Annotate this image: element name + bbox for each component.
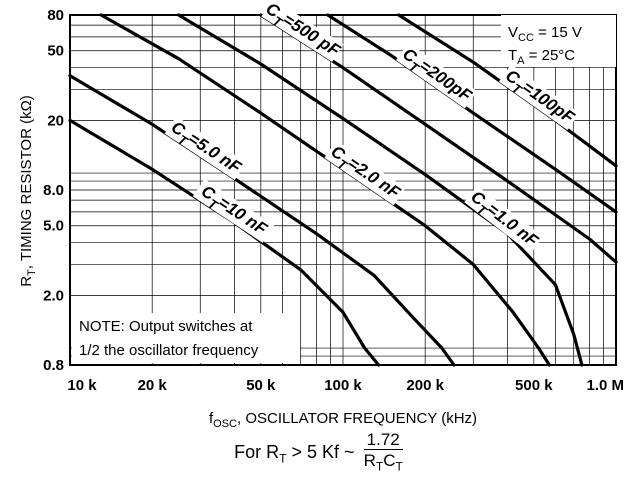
formula-numerator: 1.72 xyxy=(363,430,403,450)
curve-label-6: CT=100pF xyxy=(498,64,580,132)
y-tick-label: 5.0 xyxy=(43,218,64,235)
x-tick-label: 50 k xyxy=(246,377,276,394)
x-tick-label: 500 k xyxy=(515,377,553,394)
series-line-2 xyxy=(99,13,551,367)
series-line-5 xyxy=(326,13,618,214)
condition-ta: TA = 25°C xyxy=(508,47,575,67)
y-tick-label: 0.8 xyxy=(43,357,64,374)
svg-text:CT=100pF: CT=100pF xyxy=(499,66,578,132)
x-tick-label: 1.0 M xyxy=(586,377,624,394)
conditions-box: VCC = 15 V TA = 25°C xyxy=(501,15,616,67)
formula-denominator: RTCT xyxy=(363,451,403,474)
y-tick-labels: 0.8 2.0 5.0 8.0 20 50 80 xyxy=(43,7,64,374)
x-tick-labels: 10 k 20 k 50 k 100 k 200 k 500 k 1.0 M xyxy=(67,377,624,394)
note-box: NOTE: Output switches at 1/2 the oscilla… xyxy=(72,313,300,363)
chart: 10 k 20 k 50 k 100 k 200 k 500 k 1.0 M 0.8 2.0 5… xyxy=(18,0,624,430)
svg-text:CT=5.0 nF: CT=5.0 nF xyxy=(165,117,245,181)
curve-label-2: CT=2.0 nF xyxy=(324,140,406,206)
curve-label-1: CT=5.0 nF xyxy=(164,116,247,181)
y-tick-label: 20 xyxy=(47,112,64,129)
formula-prefix: For RT > 5 Kf ~ xyxy=(234,442,355,467)
plot-frame xyxy=(69,14,617,366)
x-tick-label: 10 k xyxy=(67,377,97,394)
series-line-0 xyxy=(68,118,381,367)
svg-text:CT=10 nF: CT=10 nF xyxy=(195,181,271,243)
curve-label-5: CT=200pF xyxy=(396,42,477,110)
formula-fraction: 1.72 RTCT xyxy=(363,430,403,477)
y-tick-label: 8.0 xyxy=(43,182,64,199)
y-axis-label: RT, TIMING RESISTOR (kΩ) xyxy=(18,95,38,287)
y-tick-label: 50 xyxy=(47,43,64,60)
condition-vcc: VCC = 15 V xyxy=(508,24,582,44)
x-tick-label: 20 k xyxy=(138,377,168,394)
formula: For RT > 5 Kf ~ 1.72 RTCT xyxy=(0,430,637,477)
note-line-2: 1/2 the oscillator frequency xyxy=(79,342,259,359)
x-tick-label: 200 k xyxy=(406,377,444,394)
note-line-1: NOTE: Output switches at xyxy=(79,318,253,335)
x-tick-label: 100 k xyxy=(324,377,362,394)
curve-label-4: CT=500 pF xyxy=(260,0,344,65)
series-line-3 xyxy=(177,13,584,367)
x-axis-label: fOSC, OSCILLATOR FREQUENCY (kHz) xyxy=(209,410,477,430)
y-tick-label: 2.0 xyxy=(43,287,64,304)
y-tick-label: 80 xyxy=(47,7,64,24)
svg-text:CT=200pF: CT=200pF xyxy=(396,44,475,110)
svg-text:CT=500 pF: CT=500 pF xyxy=(260,0,344,65)
